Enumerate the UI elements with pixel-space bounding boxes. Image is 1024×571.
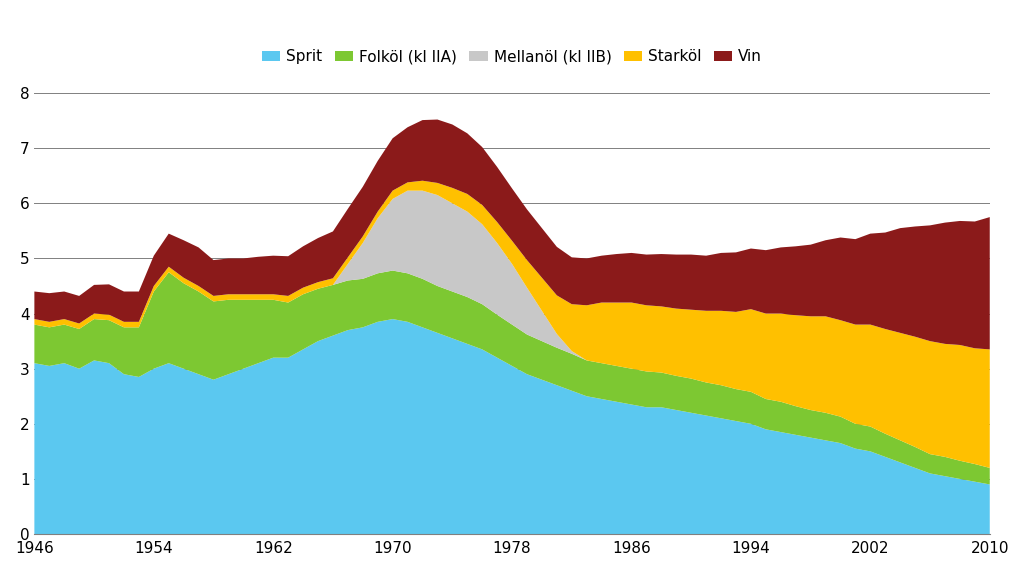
Legend: Sprit, Folköl (kl IIA), Mellanöl (kl IIB), Starköl, Vin: Sprit, Folköl (kl IIA), Mellanöl (kl IIB… [256, 43, 768, 71]
